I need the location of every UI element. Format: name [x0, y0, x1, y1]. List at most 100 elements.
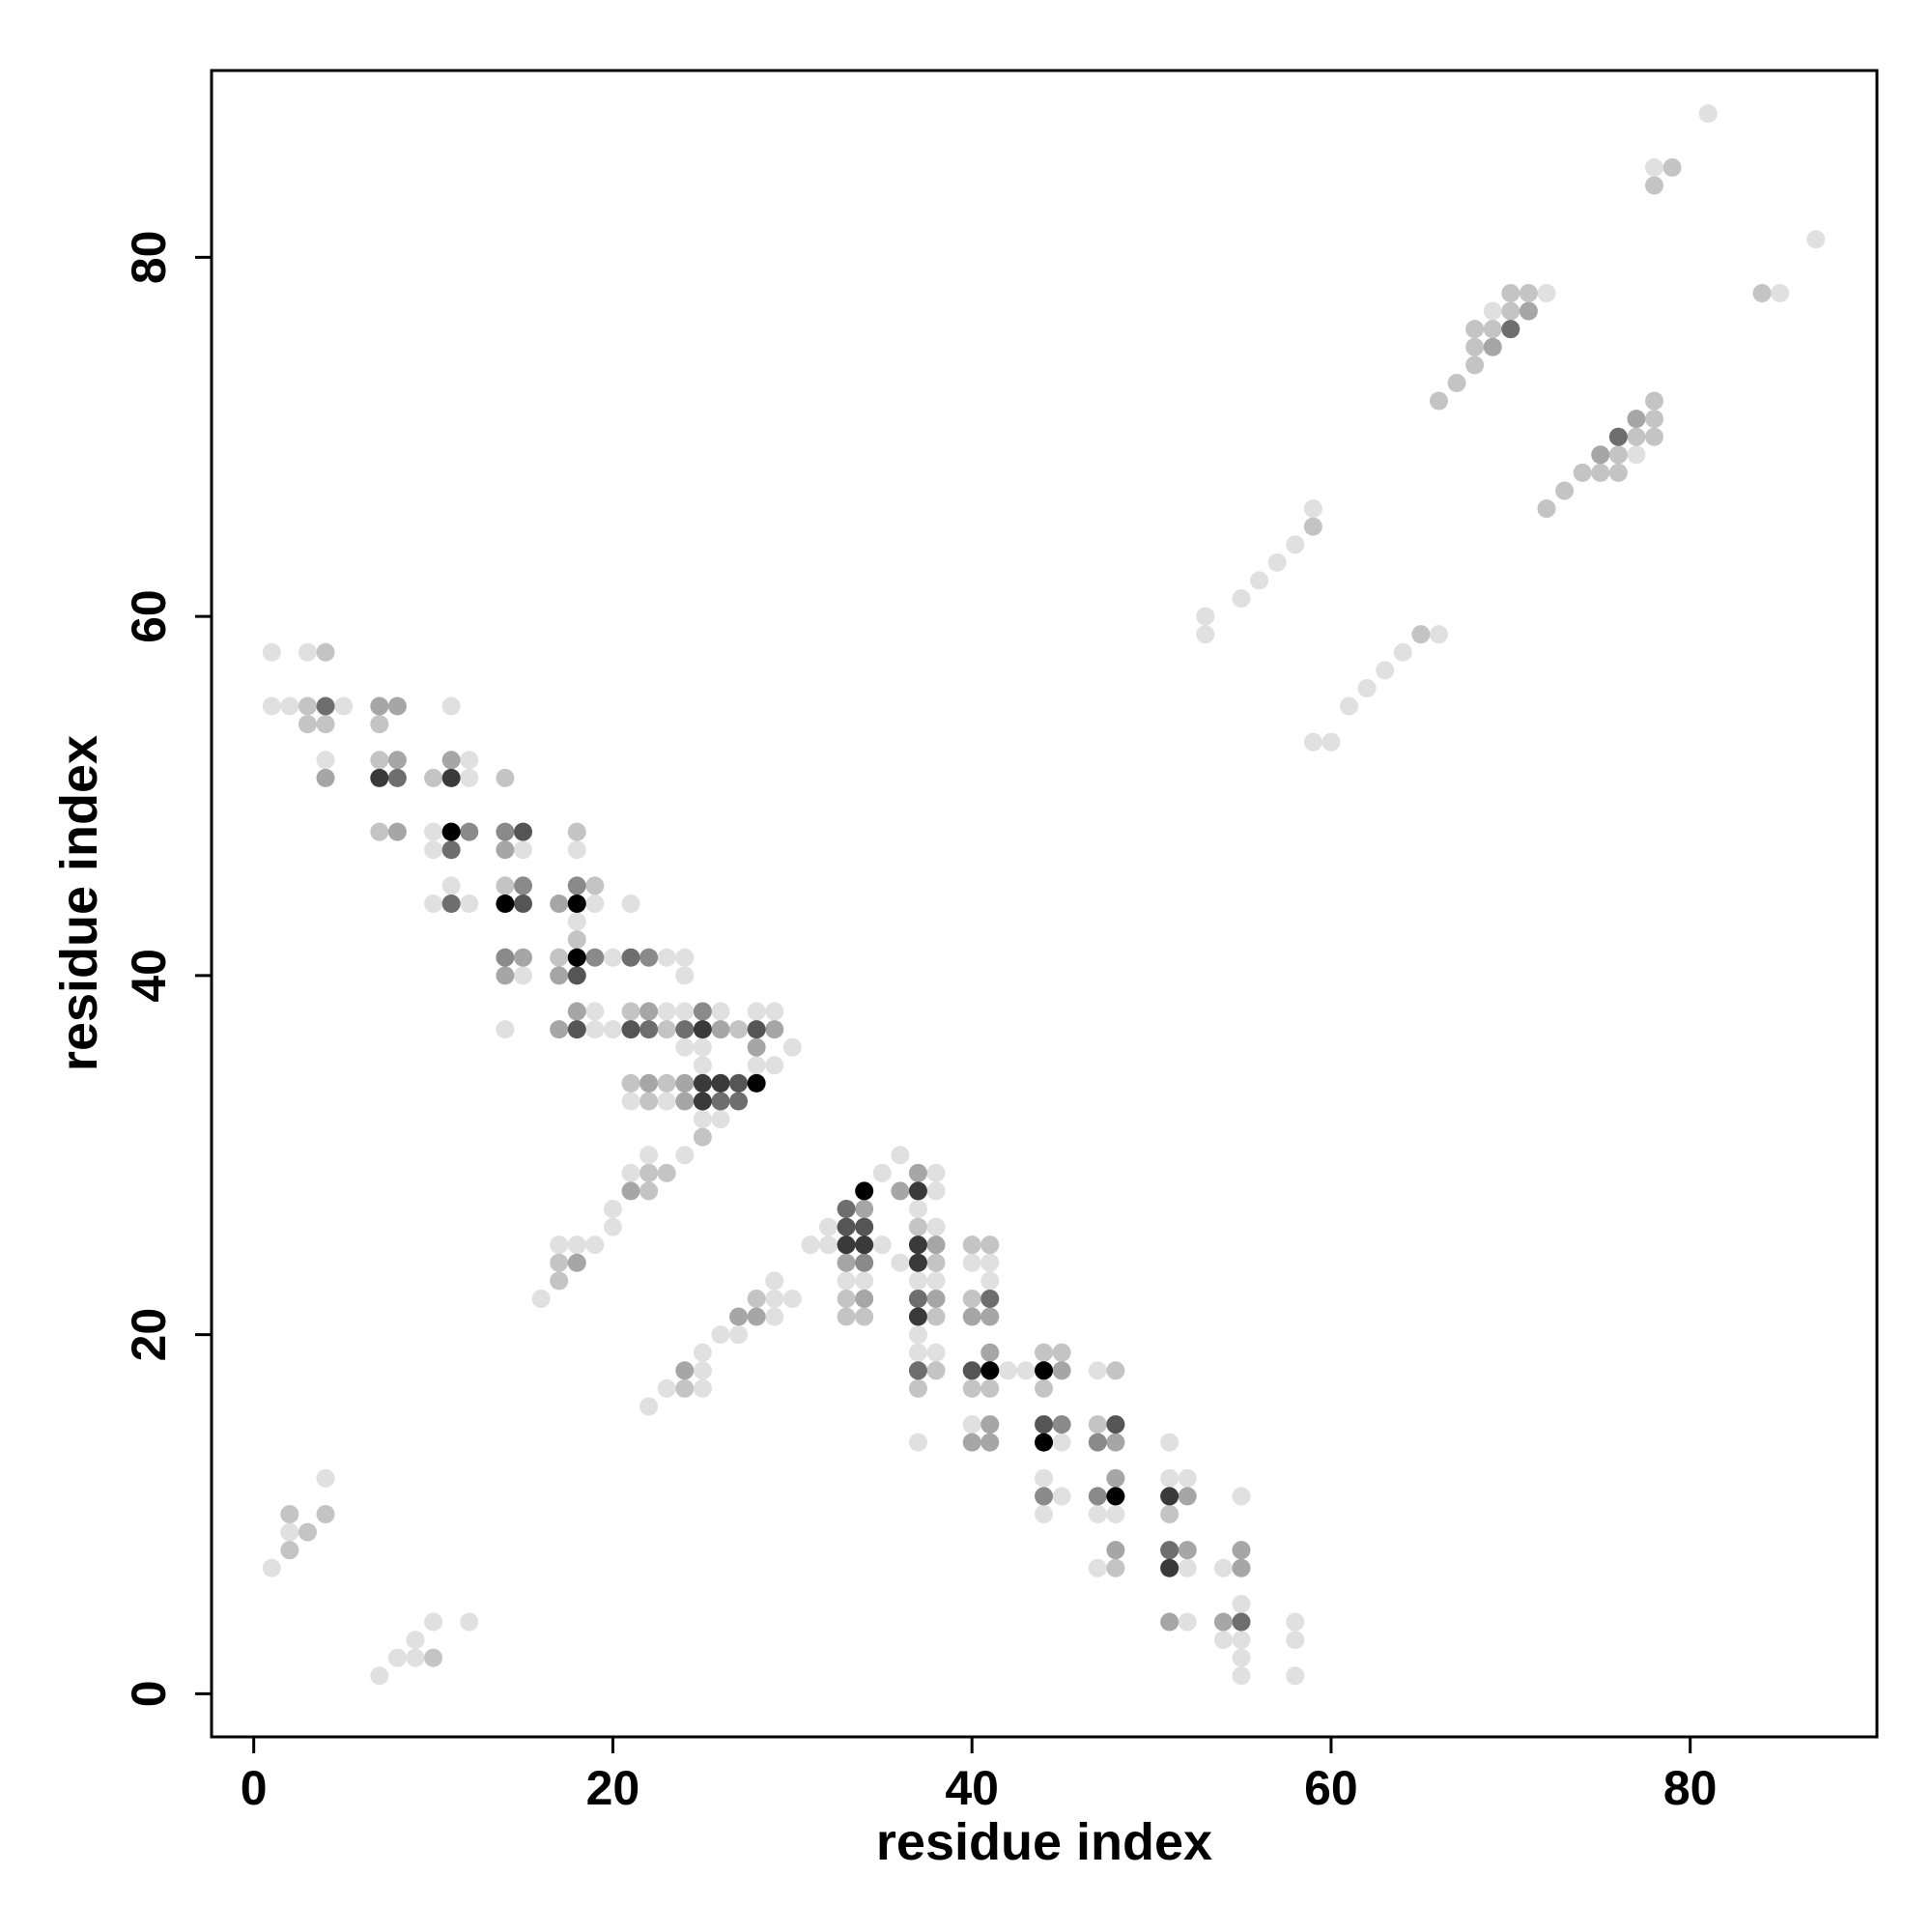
- contact-point: [424, 768, 443, 787]
- contact-point: [693, 1002, 712, 1021]
- contact-point: [675, 1037, 695, 1057]
- contact-point: [621, 1020, 640, 1039]
- contact-point: [657, 1020, 676, 1039]
- contact-point: [1645, 176, 1664, 195]
- contact-point: [1303, 499, 1322, 519]
- contact-point: [370, 715, 389, 734]
- contact-point: [1465, 337, 1485, 356]
- contact-point: [980, 1289, 1000, 1308]
- contact-point: [550, 1020, 569, 1039]
- contact-point: [1286, 535, 1305, 554]
- contact-point: [908, 1289, 927, 1308]
- contact-point: [891, 1146, 910, 1165]
- contact-point: [1698, 104, 1718, 124]
- contact-point: [424, 1612, 443, 1632]
- contact-point: [585, 948, 605, 967]
- contact-point: [765, 1002, 784, 1021]
- contact-point: [1088, 1558, 1107, 1577]
- contact-point: [711, 1020, 730, 1039]
- contact-point: [280, 1541, 299, 1560]
- contact-point: [441, 751, 461, 770]
- contact-point: [980, 1433, 1000, 1452]
- contact-point: [496, 966, 515, 985]
- contact-point: [316, 768, 335, 787]
- contact-point: [316, 696, 335, 716]
- x-tick-label: 60: [1304, 1761, 1358, 1815]
- contact-point: [550, 966, 569, 985]
- contact-point: [1645, 427, 1664, 446]
- contact-point: [639, 1397, 659, 1416]
- contact-point: [370, 696, 389, 716]
- contact-point: [1447, 373, 1466, 392]
- x-tick-label: 80: [1663, 1761, 1718, 1815]
- contact-point: [1537, 283, 1556, 302]
- contact-point: [280, 1505, 299, 1524]
- contact-point: [1160, 1558, 1179, 1577]
- contact-point: [908, 1325, 927, 1345]
- contact-point: [1411, 625, 1431, 644]
- contact-point: [1160, 1612, 1179, 1632]
- contact-point: [496, 1020, 515, 1039]
- contact-point: [1106, 1541, 1125, 1560]
- contact-point: [1483, 337, 1502, 356]
- contact-point: [621, 1073, 640, 1093]
- contact-point: [441, 876, 461, 895]
- contact-point: [1088, 1415, 1107, 1435]
- contact-point: [657, 1378, 676, 1398]
- contact-point: [316, 642, 335, 662]
- contact-point: [837, 1217, 856, 1236]
- contact-point: [1106, 1505, 1125, 1524]
- contact-point: [926, 1343, 946, 1362]
- contact-point: [1035, 1505, 1054, 1524]
- contact-point: [424, 822, 443, 841]
- contact-point: [1106, 1361, 1125, 1380]
- x-tick-label: 40: [945, 1761, 999, 1815]
- contact-point: [818, 1217, 838, 1236]
- contact-point: [1035, 1361, 1054, 1380]
- contact-point: [962, 1307, 981, 1326]
- y-tick-label: 0: [122, 1680, 176, 1707]
- contact-point: [747, 1020, 766, 1039]
- contact-point: [1627, 410, 1646, 429]
- contact-point: [567, 1002, 586, 1021]
- contact-point: [603, 1217, 622, 1236]
- contact-point: [513, 876, 532, 895]
- contact-point: [675, 1020, 695, 1039]
- contact-point: [1178, 1558, 1197, 1577]
- contact-point: [1052, 1487, 1071, 1506]
- contact-point: [1232, 1541, 1251, 1560]
- contact-point: [926, 1253, 946, 1272]
- contact-point: [1752, 283, 1772, 302]
- contact-point: [1465, 320, 1485, 339]
- contact-point: [621, 1092, 640, 1111]
- contact-point: [639, 1002, 659, 1021]
- contact-point: [387, 696, 407, 716]
- contact-point: [711, 1092, 730, 1111]
- contact-point: [1465, 355, 1485, 375]
- contact-point: [387, 751, 407, 770]
- contact-point: [370, 751, 389, 770]
- contact-point: [460, 768, 479, 787]
- contact-point: [675, 1092, 695, 1111]
- contact-point: [1519, 301, 1538, 321]
- contact-point: [962, 1415, 981, 1435]
- contact-point: [908, 1378, 927, 1398]
- y-tick-label: 80: [122, 231, 176, 285]
- contact-point: [675, 1378, 695, 1398]
- contact-point: [406, 1648, 425, 1667]
- contact-point: [855, 1253, 874, 1272]
- contact-point: [1250, 571, 1269, 590]
- contact-point: [926, 1307, 946, 1326]
- contact-point: [262, 642, 281, 662]
- contact-point: [531, 1289, 551, 1308]
- contact-point: [962, 1289, 981, 1308]
- contact-point: [1483, 320, 1502, 339]
- contact-point: [406, 1631, 425, 1650]
- contact-point: [460, 895, 479, 913]
- contact-point: [855, 1271, 874, 1291]
- contact-point: [1573, 463, 1592, 482]
- contact-point: [693, 1092, 712, 1111]
- contact-point: [496, 876, 515, 895]
- contact-point: [424, 1648, 443, 1667]
- contact-point: [711, 1110, 730, 1129]
